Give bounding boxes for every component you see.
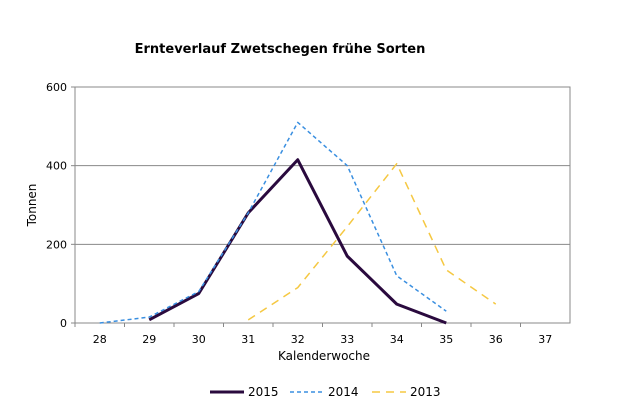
- x-tick-label: 31: [241, 333, 255, 346]
- chart-title: Ernteverlauf Zwetschegen frühe Sorten: [135, 42, 426, 57]
- x-tick-label: 32: [291, 333, 305, 346]
- y-tick-label: 200: [46, 238, 67, 251]
- series-line-2013: [247, 162, 497, 321]
- x-tick-label: 29: [142, 333, 156, 346]
- y-tick-label: 600: [46, 81, 67, 94]
- x-tick-label: 37: [538, 333, 552, 346]
- x-tick-label: 34: [390, 333, 404, 346]
- x-tick-label: 35: [439, 333, 453, 346]
- series-line-2014: [99, 121, 447, 324]
- y-tick-label: 0: [60, 317, 67, 330]
- legend-label: 2014: [328, 385, 359, 399]
- x-tick-label: 30: [192, 333, 206, 346]
- legend-label: 2013: [410, 385, 441, 399]
- legend-label: 2015: [248, 385, 279, 399]
- x-tick-label: 36: [489, 333, 503, 346]
- y-tick-label: 400: [46, 160, 67, 173]
- x-tick-label: 28: [93, 333, 107, 346]
- x-tick-label: 33: [340, 333, 354, 346]
- x-axis-label: Kalenderwoche: [278, 349, 370, 363]
- series-line-2015: [148, 158, 447, 325]
- y-axis-label: Tonnen: [25, 184, 39, 228]
